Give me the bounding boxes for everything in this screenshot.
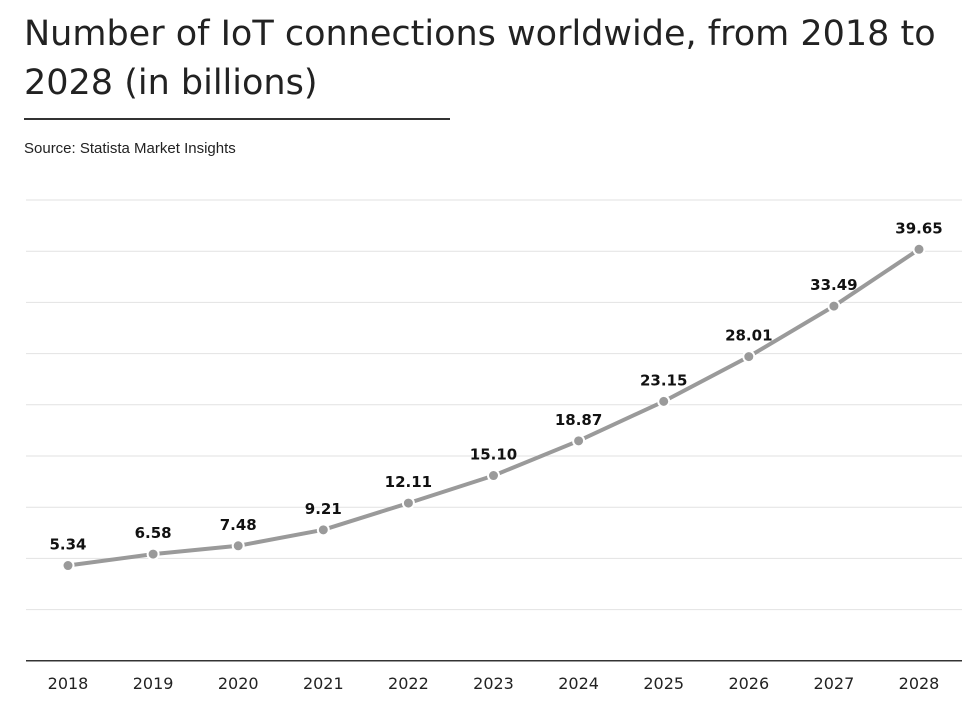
data-labels: 5.34 6.58 7.48 9.21 12.11 15.10 18.87 23.15 28.0… bbox=[49, 219, 942, 553]
data-label: 12.11 bbox=[385, 473, 432, 491]
x-tick-label: 2026 bbox=[728, 674, 769, 693]
data-label: 23.15 bbox=[640, 371, 687, 389]
x-tick-label: 2019 bbox=[133, 674, 174, 693]
x-tick-label: 2020 bbox=[218, 674, 259, 693]
data-point[interactable] bbox=[657, 394, 671, 408]
data-point[interactable] bbox=[231, 539, 245, 553]
data-point[interactable] bbox=[146, 547, 160, 561]
x-tick-label: 2027 bbox=[814, 674, 855, 693]
data-label: 9.21 bbox=[305, 500, 342, 518]
data-point[interactable] bbox=[487, 469, 500, 483]
x-tick-label: 2022 bbox=[388, 674, 429, 693]
data-label: 33.49 bbox=[810, 276, 857, 294]
chart-title: Number of IoT connections worldwide, fro… bbox=[24, 14, 936, 103]
x-tick-label: 2018 bbox=[48, 674, 89, 693]
data-point[interactable] bbox=[572, 434, 586, 448]
data-points bbox=[61, 242, 926, 573]
x-tick-label: 2021 bbox=[303, 674, 344, 693]
data-label: 7.48 bbox=[220, 516, 257, 534]
data-point[interactable] bbox=[316, 523, 330, 537]
x-tick-label: 2024 bbox=[558, 674, 599, 693]
source-note: Source: Statista Market Insights bbox=[24, 140, 236, 157]
data-point[interactable] bbox=[401, 496, 415, 510]
x-tick-labels: 2018 2019 2020 2021 2022 2023 2024 2025 2026 2027… bbox=[48, 674, 940, 693]
x-tick-label: 2028 bbox=[899, 674, 940, 693]
data-point[interactable] bbox=[827, 299, 841, 313]
data-point[interactable] bbox=[742, 350, 756, 364]
data-label: 15.10 bbox=[470, 446, 517, 464]
series-line-group bbox=[66, 247, 921, 568]
gridlines bbox=[26, 199, 962, 611]
data-point[interactable] bbox=[912, 242, 926, 256]
x-tick-label: 2023 bbox=[473, 674, 514, 693]
data-label: 28.01 bbox=[725, 327, 772, 345]
x-tick-label: 2025 bbox=[643, 674, 684, 693]
data-label: 6.58 bbox=[135, 524, 172, 542]
data-label: 39.65 bbox=[895, 219, 942, 237]
data-label: 18.87 bbox=[555, 411, 602, 429]
title-underline bbox=[24, 118, 450, 120]
data-label: 5.34 bbox=[49, 536, 86, 554]
data-point[interactable] bbox=[61, 559, 75, 573]
series-line bbox=[66, 247, 921, 568]
